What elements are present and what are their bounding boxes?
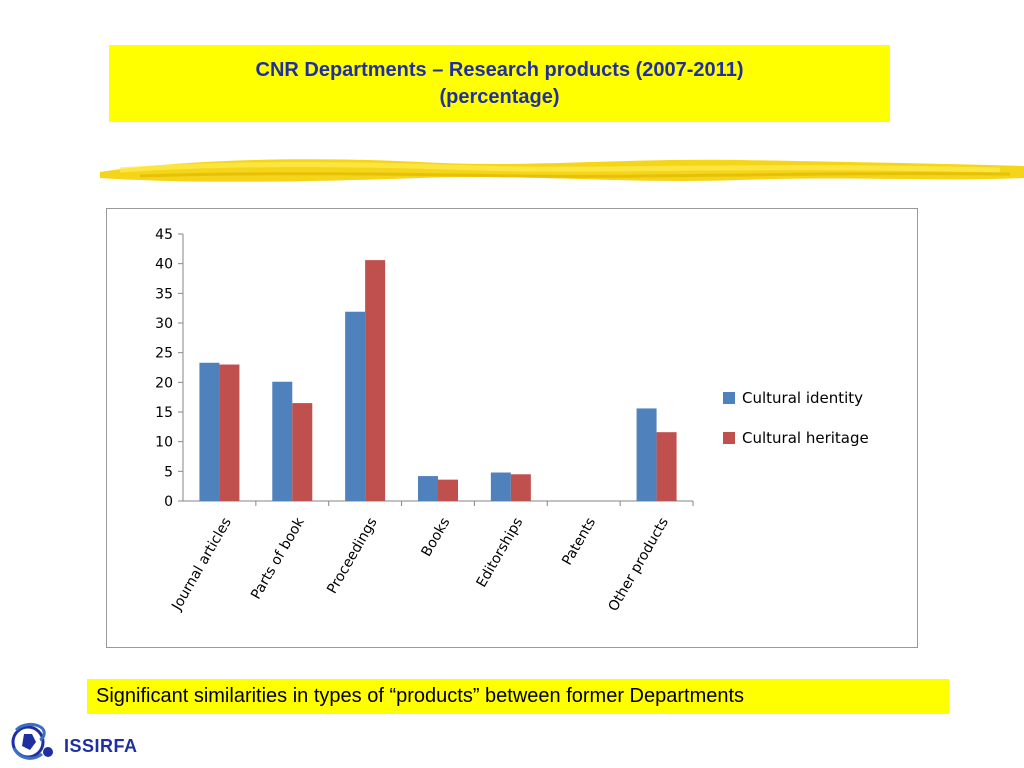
bar-cultural-identity (272, 381, 293, 501)
chart-panel: 0 5 10 15 20 25 30 35 40 45 Journal articles Parts … (106, 208, 918, 648)
y-tick-label: 40 (155, 257, 173, 273)
logo-text: ISSIRFA (64, 736, 138, 756)
y-tick-label: 15 (155, 405, 173, 421)
bar-cultural-identity (636, 408, 657, 501)
bar-cultural-identity (418, 476, 438, 501)
bar-chart: 0 5 10 15 20 25 30 35 40 45 Journal articles Parts … (155, 227, 869, 614)
x-category-label: Books (419, 515, 454, 559)
legend-label: Cultural heritage (742, 429, 869, 447)
y-tick-label: 10 (155, 435, 173, 451)
bar-cultural-identity (345, 311, 366, 501)
caption-banner: Significant similarities in types of “pr… (87, 679, 949, 714)
decorative-brush-stroke (100, 159, 1024, 182)
y-tick-label: 25 (155, 346, 173, 362)
y-tick-label: 20 (155, 375, 173, 391)
y-tick-label: 45 (155, 227, 173, 243)
caption-text: Significant similarities in types of “pr… (96, 685, 745, 707)
bar-cultural-identity (199, 362, 220, 501)
bar-cultural-heritage (656, 432, 677, 501)
legend-swatch (723, 432, 735, 444)
x-category-label: Journal articles (168, 515, 234, 614)
x-category-label: Editorships (474, 515, 527, 590)
y-tick-label: 35 (155, 286, 173, 302)
bar-cultural-heritage (438, 479, 458, 501)
bar-cultural-heritage (292, 403, 313, 501)
bar-cultural-heritage (365, 260, 386, 501)
legend-label: Cultural identity (742, 389, 863, 407)
bar-cultural-heritage (219, 364, 240, 501)
x-category-label: Proceedings (324, 515, 380, 597)
chart-title-line-2: (percentage) (439, 85, 560, 108)
y-tick-label: 5 (164, 464, 173, 480)
chart-title-line-1: CNR Departments – Research products (200… (255, 58, 744, 81)
legend-swatch (723, 392, 735, 404)
x-category-label: Patents (559, 515, 599, 568)
title-banner: CNR Departments – Research products (200… (109, 45, 890, 122)
issirfa-logo-icon (11, 722, 53, 760)
y-tick-label: 0 (164, 494, 173, 510)
x-category-label: Parts of book (248, 514, 308, 602)
x-category-label: Other products (606, 515, 673, 614)
bar-cultural-heritage (510, 474, 531, 501)
bar-cultural-identity (490, 472, 511, 501)
y-tick-label: 30 (155, 316, 173, 332)
